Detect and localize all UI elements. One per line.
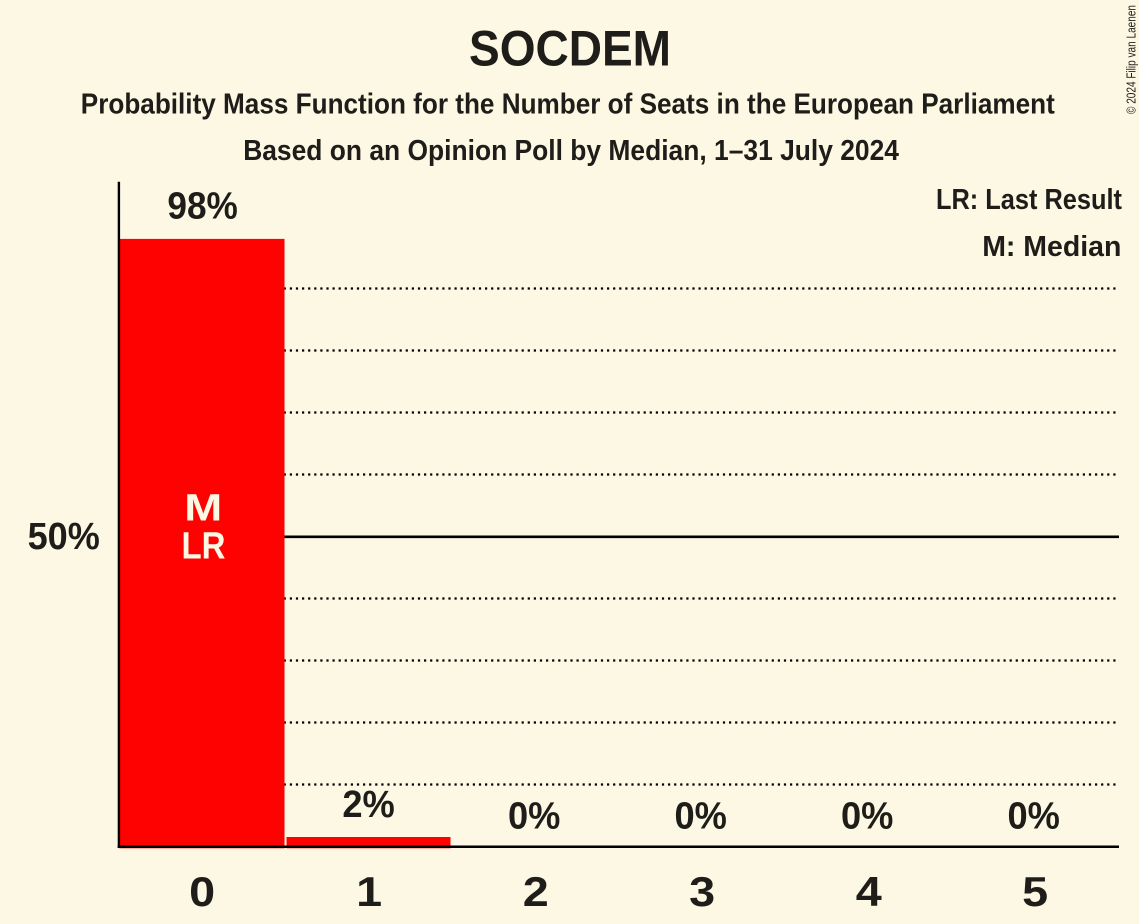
svg-text:4: 4 [856,868,883,915]
svg-text:3: 3 [689,868,715,915]
svg-text:0%: 0% [508,796,560,838]
svg-text:© 2024 Filip van Laenen: © 2024 Filip van Laenen [1124,5,1139,114]
svg-text:5: 5 [1022,868,1048,915]
svg-text:50%: 50% [28,516,100,558]
svg-text:2%: 2% [342,784,394,826]
svg-text:0%: 0% [675,796,727,838]
svg-text:LR: Last Result: LR: Last Result [936,184,1122,216]
svg-text:Probability Mass Function for: Probability Mass Function for the Number… [81,89,1055,121]
svg-text:Based on an Opinion Poll by Me: Based on an Opinion Poll by Median, 1–31… [243,135,899,167]
svg-text:0: 0 [189,868,215,915]
svg-text:M: M [184,488,222,530]
svg-text:0%: 0% [841,796,893,838]
svg-text:0%: 0% [1008,796,1060,838]
svg-text:98%: 98% [167,185,237,227]
svg-text:SOCDEM: SOCDEM [469,20,671,76]
svg-text:LR: LR [182,526,226,568]
svg-text:M: Median: M: Median [982,231,1121,263]
svg-text:1: 1 [356,868,382,915]
svg-text:2: 2 [523,868,549,915]
